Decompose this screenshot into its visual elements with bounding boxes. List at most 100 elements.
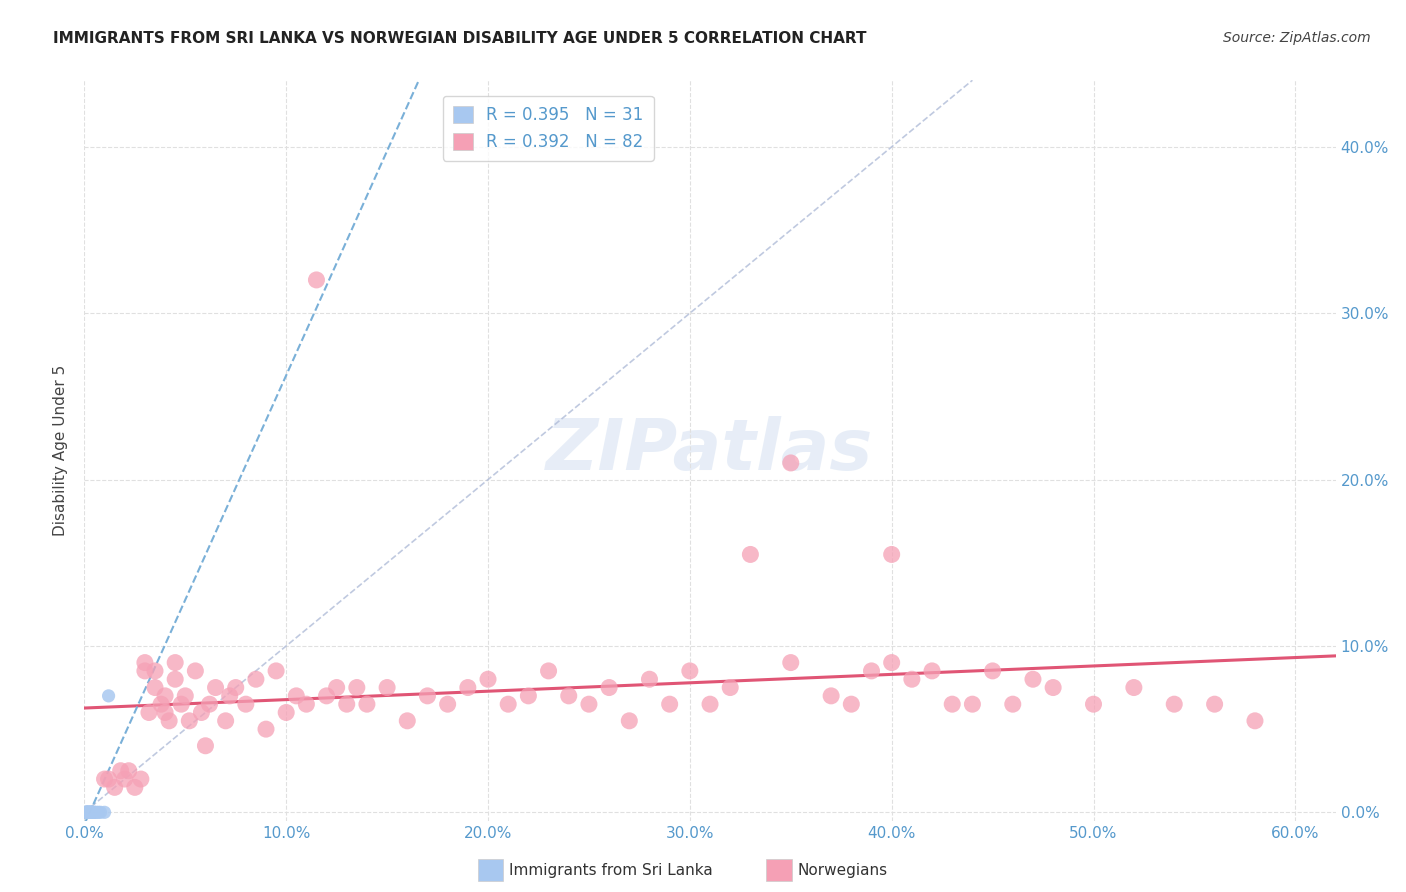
- Point: [82, 805, 104, 820]
- Point: [558, 689, 581, 703]
- Point: [129, 772, 152, 786]
- Point: [82, 805, 104, 820]
- Point: [165, 672, 187, 686]
- Point: [79, 805, 101, 820]
- Point: [77, 805, 100, 820]
- Point: [699, 697, 721, 711]
- Point: [658, 697, 681, 711]
- Point: [153, 689, 176, 703]
- Point: [356, 697, 378, 711]
- Point: [1042, 681, 1064, 695]
- Point: [75, 805, 97, 820]
- Point: [143, 664, 166, 678]
- Point: [89, 805, 111, 820]
- Point: [254, 722, 277, 736]
- Point: [77, 805, 100, 820]
- Point: [457, 681, 479, 695]
- Point: [315, 689, 337, 703]
- Point: [477, 672, 499, 686]
- Point: [184, 664, 207, 678]
- Point: [1022, 672, 1045, 686]
- Point: [517, 689, 540, 703]
- Point: [962, 697, 984, 711]
- Point: [79, 805, 101, 820]
- Point: [396, 714, 419, 728]
- Point: [839, 697, 862, 711]
- Point: [79, 805, 101, 820]
- Point: [245, 672, 267, 686]
- Point: [104, 780, 127, 795]
- Point: [79, 805, 101, 820]
- Point: [79, 805, 101, 820]
- Legend: R = 0.395   N = 31, R = 0.392   N = 82: R = 0.395 N = 31, R = 0.392 N = 82: [443, 96, 654, 161]
- Point: [204, 681, 226, 695]
- Point: [165, 656, 187, 670]
- Point: [779, 456, 801, 470]
- Point: [76, 805, 98, 820]
- Point: [170, 697, 193, 711]
- Point: [118, 764, 141, 778]
- Point: [114, 772, 136, 786]
- Point: [214, 714, 236, 728]
- Point: [97, 772, 120, 786]
- Point: [336, 697, 359, 711]
- Point: [598, 681, 620, 695]
- Point: [179, 714, 201, 728]
- Point: [285, 689, 308, 703]
- Point: [901, 672, 924, 686]
- Y-axis label: Disability Age Under 5: Disability Age Under 5: [53, 365, 69, 536]
- Point: [375, 681, 398, 695]
- Point: [880, 656, 903, 670]
- Point: [194, 739, 217, 753]
- Point: [880, 548, 903, 562]
- Point: [198, 697, 221, 711]
- Point: [276, 706, 298, 720]
- Point: [235, 697, 257, 711]
- Point: [157, 714, 180, 728]
- Point: [97, 689, 120, 703]
- Point: [150, 697, 173, 711]
- Point: [496, 697, 519, 711]
- Point: [1204, 697, 1226, 711]
- Point: [134, 656, 156, 670]
- Point: [190, 706, 212, 720]
- Point: [218, 689, 240, 703]
- Point: [578, 697, 600, 711]
- Point: [76, 805, 98, 820]
- Text: Source: ZipAtlas.com: Source: ZipAtlas.com: [1223, 31, 1371, 45]
- Point: [941, 697, 963, 711]
- Point: [619, 714, 641, 728]
- Point: [305, 273, 328, 287]
- Text: Norwegians: Norwegians: [797, 863, 887, 878]
- Text: IMMIGRANTS FROM SRI LANKA VS NORWEGIAN DISABILITY AGE UNDER 5 CORRELATION CHART: IMMIGRANTS FROM SRI LANKA VS NORWEGIAN D…: [53, 31, 868, 46]
- Point: [82, 805, 104, 820]
- Point: [86, 805, 108, 820]
- Point: [93, 772, 115, 786]
- Point: [138, 706, 160, 720]
- Point: [325, 681, 347, 695]
- Point: [143, 681, 166, 695]
- Point: [1122, 681, 1144, 695]
- Point: [80, 805, 103, 820]
- Point: [1163, 697, 1185, 711]
- Point: [110, 764, 132, 778]
- Point: [225, 681, 247, 695]
- Point: [436, 697, 458, 711]
- Point: [93, 805, 115, 820]
- Point: [820, 689, 842, 703]
- Point: [921, 664, 943, 678]
- Point: [75, 805, 97, 820]
- Point: [83, 805, 105, 820]
- Text: ZIPatlas: ZIPatlas: [547, 416, 873, 485]
- Point: [75, 805, 97, 820]
- Point: [124, 780, 146, 795]
- Point: [87, 805, 110, 820]
- Point: [174, 689, 197, 703]
- Point: [153, 706, 176, 720]
- Point: [75, 805, 97, 820]
- Point: [264, 664, 287, 678]
- Point: [134, 664, 156, 678]
- Point: [718, 681, 741, 695]
- Point: [295, 697, 318, 711]
- Point: [740, 548, 762, 562]
